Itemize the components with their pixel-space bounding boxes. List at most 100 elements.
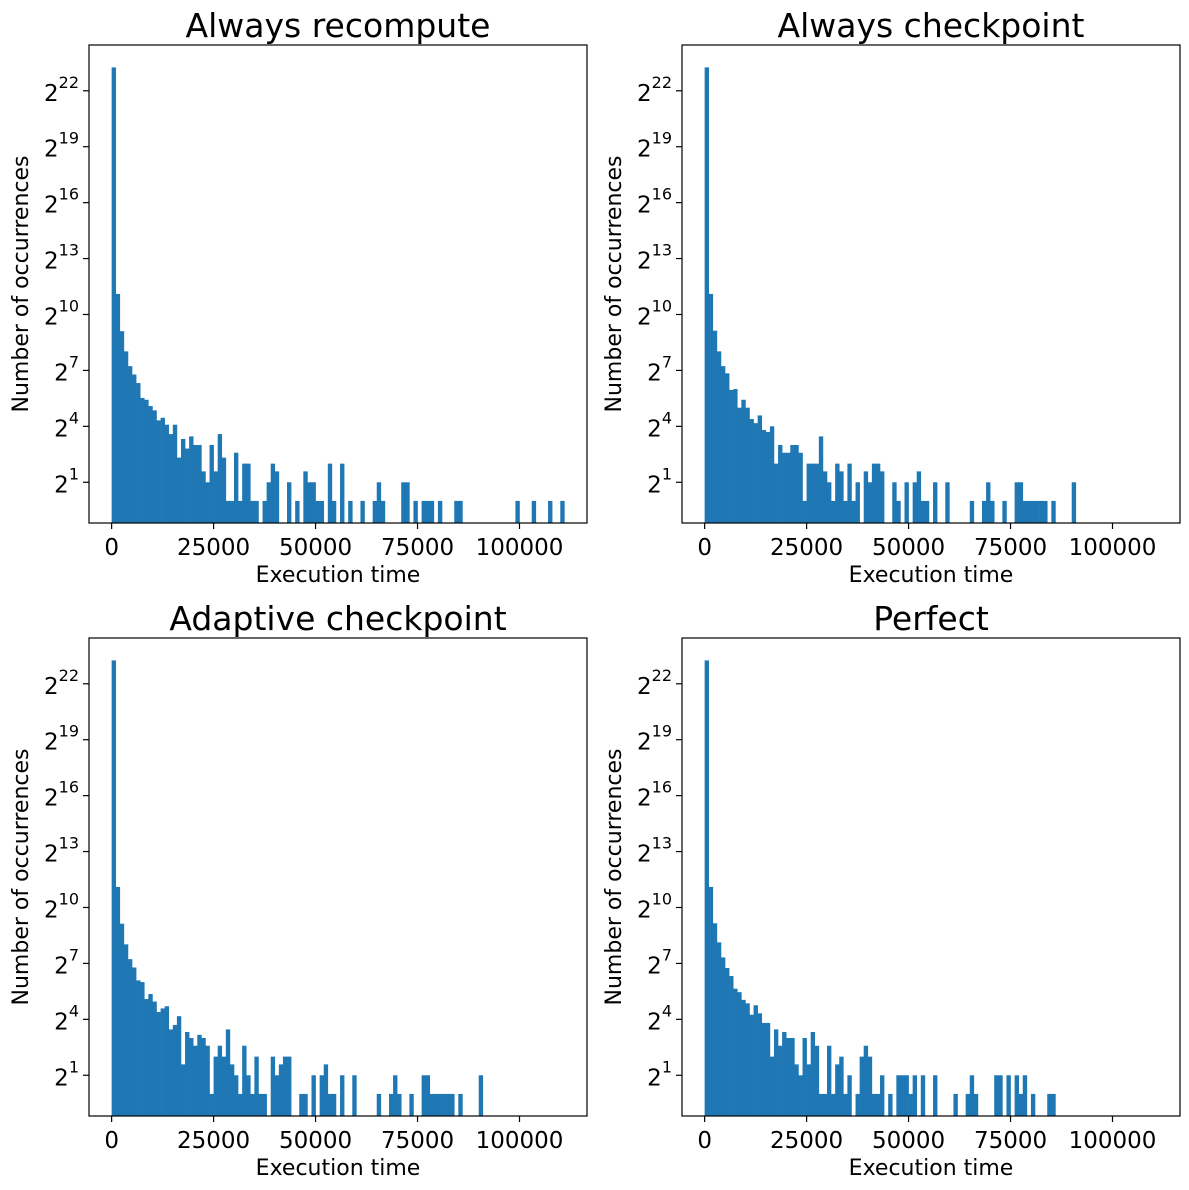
histogram-bar [716,351,722,523]
histogram-bar [1039,500,1044,523]
histogram-bar [217,434,223,523]
histogram-bar [973,1093,979,1116]
y-tick-exponent: 16 [59,778,79,797]
histogram-bar [360,500,365,523]
histogram-bar [810,463,816,523]
histogram-bar [782,1031,787,1116]
histogram-bar [238,500,243,523]
histogram-bar [433,1093,439,1116]
histogram-bar [197,444,202,523]
histogram-bar [242,1045,247,1116]
y-tick-base: 2 [637,897,652,923]
histogram-bar [896,1075,901,1116]
histogram-bar [704,67,710,523]
y-tick-exponent: 1 [69,1057,79,1076]
histogram-bar [515,500,520,523]
histogram-bar [933,1075,938,1116]
histogram-bar [250,1093,255,1116]
histogram-bar [826,1045,832,1116]
y-tick-exponent: 7 [662,945,672,964]
histogram-bar [953,1093,958,1116]
axes-frame [88,637,588,1117]
x-tick-label: 0 [697,1128,712,1154]
histogram-bar [863,1045,869,1116]
histogram-bar [745,1003,750,1116]
y-tick-label: 222 [44,73,79,107]
x-tick-label: 50000 [872,535,945,561]
histogram-bar [160,417,165,523]
histogram-bar [156,1012,161,1116]
histogram-bar [924,500,930,523]
histogram-bar [716,942,722,1116]
histogram-bar [851,500,856,523]
histogram-bar [822,1093,828,1116]
histogram-bar [185,1031,190,1116]
y-tick-exponent: 10 [59,889,79,908]
histogram-bar [1043,500,1048,523]
histogram-bar [818,436,824,523]
histogram-bar [229,1064,235,1116]
y-tick-exponent: 22 [59,666,79,685]
histogram-bar [794,444,799,523]
histogram-bar [429,500,435,523]
histogram-bar [209,444,214,523]
panel-perfect: Perfect Execution time Number of occurre… [602,599,1181,1181]
histogram-bar [986,482,991,523]
y-tick-exponent: 7 [662,352,672,371]
histogram-bar [1006,1075,1011,1116]
histogram-bar [839,1056,844,1116]
histogram-bar [270,463,276,523]
histogram-bar [213,1056,218,1116]
x-tick-label: 50000 [279,1128,352,1154]
histogram-bar [810,1031,816,1116]
y-tick-exponent: 10 [59,296,79,315]
x-tick-label: 100000 [476,535,564,561]
histogram-bar [847,1075,852,1116]
histogram-bar [729,976,734,1116]
histogram-bar [720,957,726,1116]
histogram-bar [127,959,133,1116]
chart-title: Always recompute [186,6,491,45]
histogram-bar [172,424,178,523]
histogram-bar [773,463,779,523]
histogram-bar [896,500,901,523]
axes-frame [88,44,588,524]
histogram-bar [1030,500,1036,523]
histogram-bar [737,407,742,523]
histogram-bar [965,1093,971,1116]
histogram-bar [1051,1093,1056,1116]
histogram-bar [221,457,227,523]
x-axis-label: Execution time [256,1156,421,1181]
histogram-bar [794,1064,799,1116]
histogram-bar [168,434,174,523]
histogram-bar [388,1093,394,1116]
x-tick-label: 50000 [279,535,352,561]
y-tick-base: 2 [44,897,59,923]
y-tick-exponent: 19 [59,722,79,741]
y-tick-base: 2 [44,674,59,700]
histogram-bar [437,500,443,523]
histogram-bar [875,1093,881,1116]
histogram-bar [778,1045,783,1116]
y-tick-exponent: 19 [652,722,672,741]
y-tick-label: 216 [44,778,79,812]
y-tick-exponent: 13 [652,241,672,260]
histogram-bar [769,1056,775,1116]
histogram-bar [859,1056,865,1116]
histogram-bar [888,1093,893,1116]
histogram-bar [761,429,767,523]
histogram-bar [900,1075,905,1116]
histogram-bar [757,415,763,523]
histogram-bar [266,482,272,523]
histogram-bar [278,1064,284,1116]
histogram-bar [831,500,836,523]
histogram-bar [1030,1093,1036,1116]
histogram-bar [749,1014,754,1116]
histogram-bar [303,1093,308,1116]
histogram-bar [446,1093,451,1116]
histogram-bar [331,1093,337,1116]
y-tick-label: 210 [44,889,79,923]
y-tick-label: 222 [637,666,672,700]
histogram-bar [119,331,125,523]
histogram-bar [1022,500,1028,523]
